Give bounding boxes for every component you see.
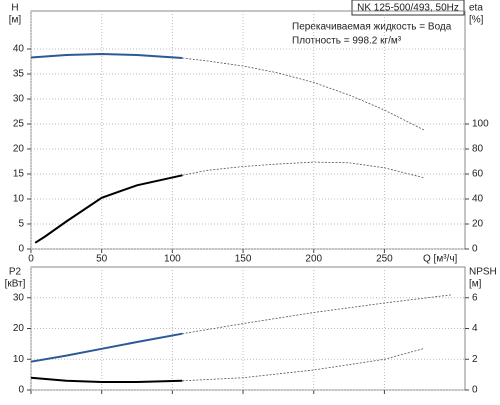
y-tick-label: 5	[18, 219, 24, 230]
y-tick-label: 40	[13, 44, 25, 55]
y-tick-label: 30	[13, 94, 25, 105]
y2-tick-label: 20	[472, 219, 484, 230]
y-tick-label: 10	[13, 354, 25, 365]
x-tick-label: 50	[96, 254, 108, 265]
curve	[30, 332, 183, 363]
x-tick-label: 250	[376, 254, 393, 265]
plot-area	[30, 10, 466, 250]
y2-tick-label: 100	[472, 119, 489, 130]
y-tick-label: 15	[13, 169, 25, 180]
y-tick-label: 20	[13, 144, 25, 155]
y2-axis-unit: [%]	[469, 15, 484, 26]
annotation: Перекачиваемая жидкость = Вода	[292, 22, 452, 33]
y2-tick-label: 80	[472, 144, 484, 155]
y-axis-unit: [кВт]	[5, 279, 26, 290]
curve	[182, 161, 425, 179]
y-axis-label: H	[11, 3, 18, 14]
curve	[182, 57, 425, 131]
y-tick-label: 35	[13, 69, 25, 80]
x-tick-label: 100	[164, 254, 181, 265]
y2-tick-label: 0	[472, 385, 478, 396]
y-tick-label: 10	[13, 194, 25, 205]
curve	[34, 174, 183, 244]
curve	[182, 348, 425, 382]
y-axis-label: P2	[9, 267, 22, 278]
y2-tick-label: 0	[472, 244, 478, 255]
y-tick-label: 0	[18, 385, 24, 396]
y2-tick-label: 2	[472, 354, 478, 365]
y-axis-unit: [м]	[9, 15, 22, 26]
y2-axis-label: NPSH	[469, 267, 497, 278]
annotation: Плотность = 998.2 кг/м³	[292, 36, 402, 47]
x-tick-label: 200	[305, 254, 322, 265]
y-tick-label: 30	[13, 292, 25, 303]
y2-tick-label: 40	[472, 194, 484, 205]
curve	[182, 294, 453, 335]
x-tick-label: 150	[235, 254, 252, 265]
y2-axis-unit: [м]	[469, 279, 482, 290]
y-tick-label: 0	[18, 244, 24, 255]
x-tick-label: 0	[28, 254, 34, 265]
y2-tick-label: 6	[472, 292, 478, 303]
curve	[30, 376, 183, 383]
chart-title: NK 125-500/493, 50Hz	[357, 3, 459, 14]
y2-axis-label: eta	[469, 3, 483, 14]
curve	[30, 52, 183, 59]
x-axis-label: Q [м³/ч]	[423, 254, 458, 265]
y2-tick-label: 4	[472, 323, 478, 334]
y-tick-label: 20	[13, 323, 25, 334]
y-tick-label: 25	[13, 119, 25, 130]
y2-tick-label: 60	[472, 169, 484, 180]
